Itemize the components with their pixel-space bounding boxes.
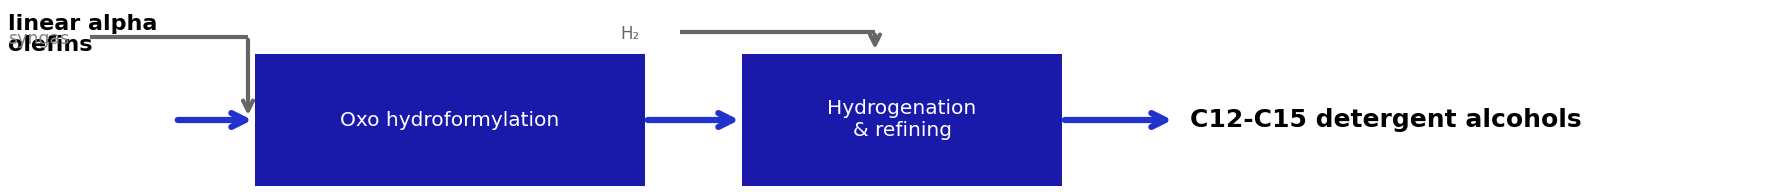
Text: C12-C15 detergent alcohols: C12-C15 detergent alcohols — [1190, 108, 1582, 132]
Bar — [256, 54, 645, 186]
Text: Hydrogenation
& refining: Hydrogenation & refining — [828, 99, 977, 141]
Text: linear alpha
olefins: linear alpha olefins — [9, 14, 158, 55]
Text: Oxo hydroformylation: Oxo hydroformylation — [341, 111, 559, 129]
Text: syngas: syngas — [9, 30, 69, 48]
Text: H₂: H₂ — [620, 25, 639, 43]
Bar — [742, 54, 1062, 186]
